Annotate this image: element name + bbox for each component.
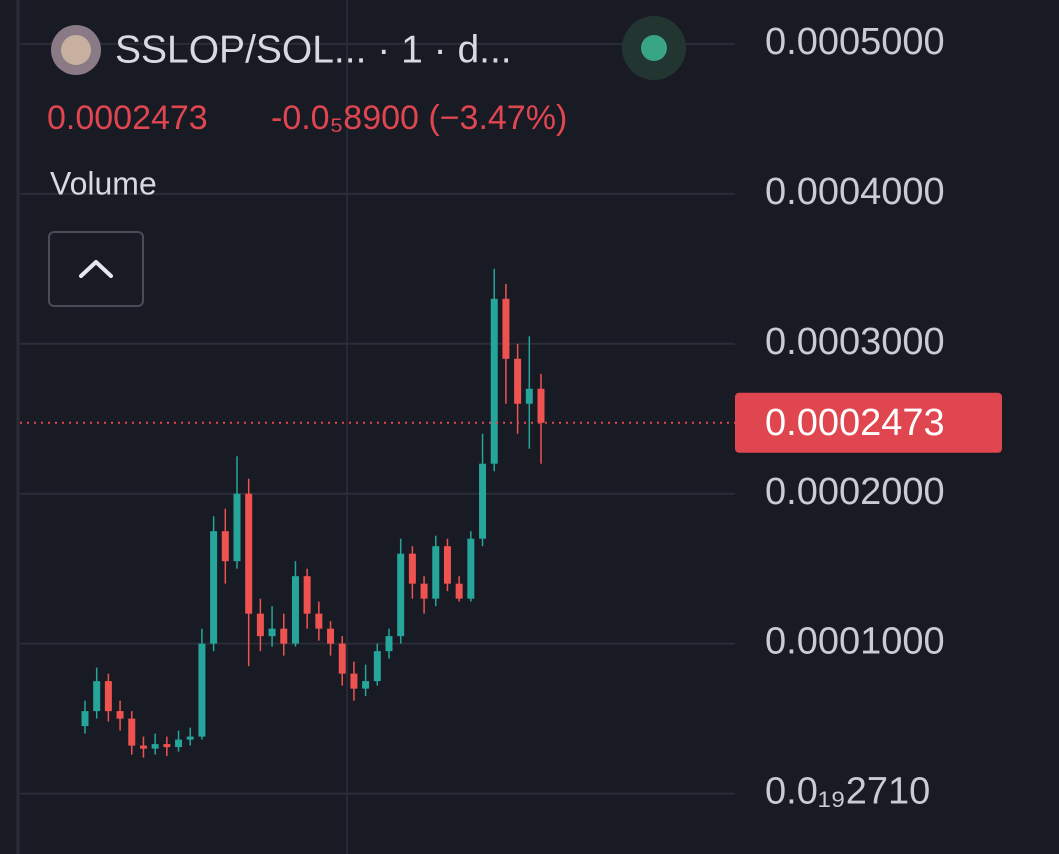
candle-body <box>186 736 194 740</box>
y-tick-label: 0.0001000 <box>765 621 945 663</box>
candle-body <box>514 358 522 404</box>
last-price-tag-label: 0.0002473 <box>765 402 945 444</box>
symbol-title: SSLOP/SOL... · 1 · d... <box>115 28 512 71</box>
candle-body <box>233 493 241 562</box>
candle-body <box>490 298 498 464</box>
chevron-up <box>79 260 113 278</box>
candle-body <box>408 553 416 584</box>
y-tick-label: 0.0004000 <box>765 171 945 213</box>
candle-body <box>163 744 171 748</box>
volume-label: Volume <box>50 165 157 201</box>
candle-body <box>385 636 393 652</box>
candle-body <box>537 388 545 423</box>
y-tick-label: 0.0003000 <box>765 321 945 363</box>
candle-body <box>315 613 323 629</box>
candle-body <box>455 583 463 599</box>
y-tick-label: 0.0005000 <box>765 21 945 63</box>
candle-body <box>397 553 405 637</box>
candle-body <box>128 718 136 746</box>
y-tick-label: 0.0002000 <box>765 471 945 513</box>
token-icon-inner <box>61 35 91 65</box>
candle-body <box>350 673 358 689</box>
candle-body <box>139 745 147 749</box>
last-price-tag <box>735 392 1002 453</box>
price-change: -0.0₅8900 (−3.47%) <box>271 99 567 137</box>
price-axis: 0.0005000 0.0004000 0.0003000 0.0002000 0.00… <box>735 21 1002 813</box>
candle-body <box>280 628 288 644</box>
candle-body <box>479 463 487 539</box>
candle-body <box>81 711 89 727</box>
candle-body <box>175 739 183 748</box>
candle-body <box>198 643 206 737</box>
candle-body <box>373 651 381 682</box>
candle-body <box>256 613 264 637</box>
candle-body <box>327 628 335 644</box>
candle-body <box>151 744 159 749</box>
candle-body <box>116 711 124 719</box>
candle-body <box>93 681 101 712</box>
candle-body <box>210 531 218 644</box>
candle-body <box>467 538 475 599</box>
grid <box>20 42 735 795</box>
candles <box>20 268 735 758</box>
candle-body <box>303 576 311 614</box>
y-tick-label: 0.0₁₉2710 <box>765 771 930 813</box>
candle-body <box>432 546 440 599</box>
candle-body <box>338 643 346 674</box>
status-dot <box>641 35 667 61</box>
candle-body <box>362 681 370 689</box>
candle-body <box>268 628 276 637</box>
collapse-button[interactable] <box>48 231 144 307</box>
candle-body <box>420 583 428 599</box>
candle-body <box>221 531 229 562</box>
candle-body <box>525 388 533 404</box>
candle-body <box>443 546 451 584</box>
candle-body <box>502 298 510 359</box>
candle-body <box>104 681 112 712</box>
last-price: 0.0002473 <box>47 99 208 137</box>
candle-body <box>291 576 299 644</box>
candle-body <box>245 493 253 614</box>
